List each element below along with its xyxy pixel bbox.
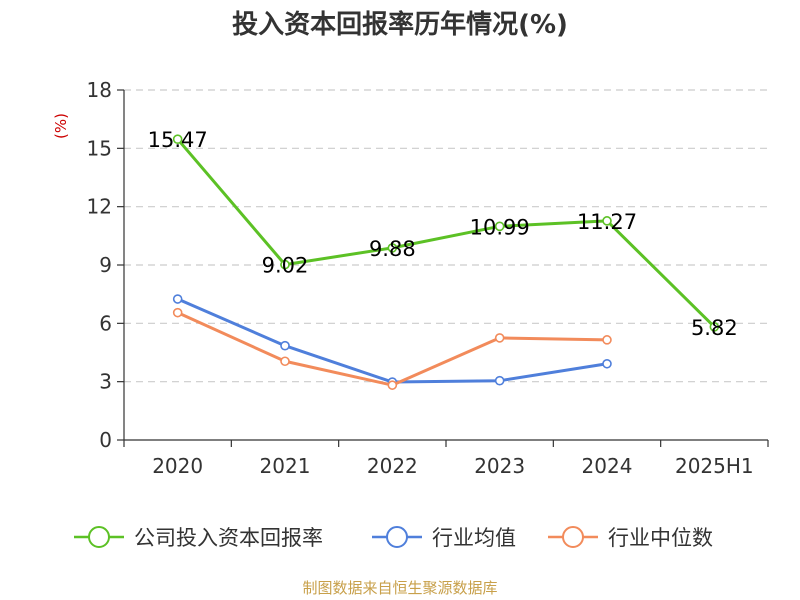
- y-tick-label: 0: [99, 428, 112, 452]
- data-point[interactable]: [602, 335, 612, 345]
- x-tick-label: 2025H1: [675, 454, 754, 478]
- y-tick-label: 15: [87, 136, 112, 160]
- legend-item-1[interactable]: 行业均值: [372, 526, 516, 550]
- data-point[interactable]: [494, 221, 505, 232]
- data-point[interactable]: [280, 356, 290, 367]
- data-labels: 15.47 9.02 9.88 10.99 11.27 5.82: [148, 128, 738, 340]
- y-tick-label: 6: [99, 311, 112, 335]
- legend-circle-icon: [88, 526, 110, 548]
- data-point[interactable]: [494, 333, 505, 343]
- x-tick-label: 2021: [260, 454, 311, 478]
- data-point[interactable]: [387, 243, 398, 253]
- x-tick-label: 2022: [367, 454, 418, 478]
- legend-circle-icon: [386, 526, 408, 548]
- data-label: 5.82: [691, 316, 738, 340]
- legend-item-0[interactable]: 公司投入资本回报率: [74, 526, 323, 550]
- legend-circle-icon: [562, 526, 584, 548]
- y-tick-label: 12: [87, 195, 112, 219]
- y-tick-label: 18: [87, 78, 112, 102]
- source-note: 制图数据来自恒生聚源数据库: [302, 579, 497, 597]
- legend[interactable]: 公司投入资本回报率 行业均值 行业中位数: [74, 526, 713, 550]
- data-point[interactable]: [387, 380, 398, 390]
- data-label: 10.99: [470, 215, 530, 239]
- data-point[interactable]: [602, 358, 612, 369]
- data-point[interactable]: [280, 259, 290, 270]
- legend-label: 行业均值: [432, 526, 516, 550]
- y-axis-unit: (%): [52, 113, 70, 139]
- data-label: 9.02: [262, 254, 309, 278]
- data-point[interactable]: [280, 340, 290, 351]
- data-point[interactable]: [602, 216, 612, 226]
- data-point[interactable]: [172, 294, 183, 304]
- data-point[interactable]: [172, 307, 183, 318]
- series-lines: [172, 134, 720, 390]
- data-label: 11.27: [577, 210, 637, 234]
- data-point[interactable]: [172, 134, 183, 144]
- legend-label: 公司投入资本回报率: [134, 526, 323, 550]
- legend-item-2[interactable]: 行业中位数: [548, 526, 713, 550]
- axes: 0 3 6 9 12 15 18 2020 2021 2022 2023 2024 2025H1: [87, 78, 769, 478]
- data-point[interactable]: [709, 322, 720, 332]
- legend-label: 行业中位数: [608, 526, 713, 550]
- chart-title: 投入资本回报率历年情况(%): [232, 9, 568, 40]
- y-tick-label: 3: [99, 370, 112, 394]
- data-point[interactable]: [494, 375, 505, 386]
- data-label: 15.47: [148, 128, 208, 152]
- y-tick-label: 9: [99, 253, 112, 277]
- x-tick-label: 2023: [474, 454, 525, 478]
- x-tick-label: 2024: [582, 454, 633, 478]
- x-tick-label: 2020: [152, 454, 203, 478]
- data-label: 9.88: [369, 237, 416, 261]
- series-line-0: [176, 138, 716, 328]
